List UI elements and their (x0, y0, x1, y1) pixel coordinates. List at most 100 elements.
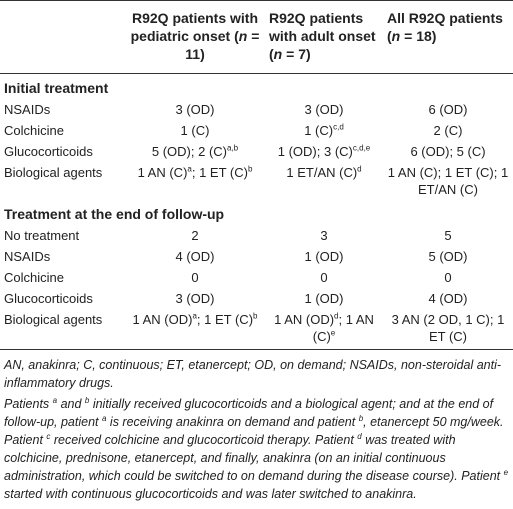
text-run: and (57, 397, 85, 411)
cell: 5 (OD); 2 (C)a,b (125, 141, 265, 162)
section-row: Initial treatment (0, 74, 513, 100)
text-run: ; 1 ET (C) (191, 165, 248, 180)
cell: 2 (C) (433, 123, 463, 138)
cell: 1 (OD) (304, 249, 344, 264)
data-row: Biological agents 1 AN (C)a; 1 ET (C)b 1 E… (0, 162, 513, 200)
section-title: Initial treatment (4, 80, 109, 96)
cell: 3 (OD) (175, 291, 215, 306)
superscript: d (334, 311, 339, 321)
header-row: R92Q patients with pediatric onset (n = … (0, 0, 513, 74)
text-run: , etanercept 50 mg/week. Patient (4, 415, 504, 447)
column-header (0, 0, 125, 74)
cell: 1 (C)c,d (265, 120, 383, 141)
text-run: 1 ET/AN (C) (286, 165, 358, 180)
cell: 2 (191, 228, 199, 243)
text-run: started with continuous glucocorticoids … (4, 487, 417, 501)
footnote: AN, anakinra; C, continuous; ET, etanerc… (4, 358, 502, 390)
superscript: c,d,e (352, 143, 371, 153)
text-run: 1 AN (OD) (274, 312, 335, 327)
row-label: Glucocorticoids (4, 291, 93, 306)
cell: 0 (191, 270, 199, 285)
text-run: 1 (OD); 3 (C) (277, 144, 353, 159)
data-row: Glucocorticoids 3 (OD) 1 (OD) 4 (OD) (0, 288, 513, 309)
superscript: a (52, 395, 58, 405)
text-run: Patients (4, 397, 53, 411)
row-label: NSAIDs (4, 102, 51, 117)
text-run: 5 (OD); 2 (C) (151, 144, 227, 159)
cell: 4 (OD) (175, 249, 215, 264)
italic-run: n (391, 28, 401, 44)
cell: 1 AN (C)a; 1 ET (C)b (125, 162, 265, 200)
cell: 4 (OD) (428, 291, 468, 306)
cell: 3 (OD) (175, 102, 215, 117)
cell: 3 (320, 228, 328, 243)
text-run: = 7) (282, 46, 311, 62)
row-label: No treatment (4, 228, 80, 243)
row-label: Colchicine (4, 270, 64, 285)
data-row: Glucocorticoids 5 (OD); 2 (C)a,b 1 (OD); 3… (0, 141, 513, 162)
superscript: b (84, 395, 90, 405)
cell: 1 AN (OD)d; 1 AN (C)e (265, 309, 383, 350)
cell: 5 (OD) (428, 249, 468, 264)
superscript: d (357, 431, 362, 441)
superscript: b (247, 164, 253, 174)
data-row: NSAIDs 3 (OD) 3 (OD) 6 (OD) (0, 99, 513, 120)
cell: 5 (444, 228, 452, 243)
superscript: a (187, 164, 192, 174)
superscript: c (46, 431, 51, 441)
superscript: c,d (333, 122, 344, 132)
cell: 3 (OD) (304, 102, 344, 117)
row-label: Glucocorticoids (4, 144, 93, 159)
footnotes: AN, anakinra; C, continuous; ET, etanerc… (0, 350, 513, 503)
cell: 0 (320, 270, 328, 285)
row-label: Biological agents (4, 165, 103, 180)
text-run: is receiving anakinra on demand and pati… (106, 415, 359, 429)
superscript: a (101, 413, 107, 423)
table-body: Initial treatment NSAIDs 3 (OD) 3 (OD) 6 (OD… (0, 74, 513, 350)
text-run: 1 AN (C) (137, 165, 188, 180)
superscript: d (357, 164, 362, 174)
column-header: R92Q patients with adult onset (n = 7) (265, 0, 383, 74)
cell: 1 AN (C); 1 ET (C); 1 ET/AN (C) (387, 165, 509, 197)
superscript: b (358, 413, 364, 423)
superscript: a (192, 311, 197, 321)
text-run: was treated with colchicine, prednisone,… (4, 433, 504, 483)
section-title: Treatment at the end of follow-up (4, 206, 225, 222)
text-run: ; 1 AN (C) (312, 312, 374, 344)
cell: 1 (OD) (304, 291, 344, 306)
row-label: Colchicine (4, 123, 64, 138)
text-run: 1 (C) (304, 123, 334, 138)
cell: 1 ET/AN (C)d (265, 162, 383, 200)
row-label: Biological agents (0, 309, 125, 350)
superscript: a,b (227, 143, 239, 153)
text-run: initially received glucocorticoids and a… (4, 397, 494, 429)
cell: 3 AN (2 OD, 1 C); 1 ET (C) (383, 309, 513, 350)
data-row: Biological agents 1 AN (OD)a; 1 ET (C)b 1 … (0, 309, 513, 350)
text-run: received colchicine and glucocorticoid t… (50, 433, 358, 447)
data-row: Colchicine 0 0 0 (0, 267, 513, 288)
table: R92Q patients with pediatric onset (n = … (0, 0, 513, 350)
data-row: Colchicine 1 (C) 1 (C)c,d 2 (C) (0, 120, 513, 141)
superscript: e (503, 467, 509, 477)
text-run: = 11) (185, 28, 260, 62)
cell: 1 (OD); 3 (C)c,d,e (265, 141, 383, 162)
cell: 1 AN (OD)a; 1 ET (C)b (125, 309, 265, 350)
cell: 1 (C) (180, 123, 210, 138)
italic-run: n (238, 28, 248, 44)
column-header: R92Q patients with pediatric onset (n = … (125, 0, 265, 74)
text-run: 1 AN (OD) (132, 312, 193, 327)
section-row: Treatment at the end of follow-up (0, 200, 513, 225)
text-run: R92Q patients with pediatric onset ( (130, 10, 259, 44)
data-row: NSAIDs 4 (OD) 1 (OD) 5 (OD) (0, 246, 513, 267)
text-run: All R92Q patients ( (387, 10, 503, 44)
text-run: ; 1 ET (C) (196, 312, 254, 327)
cell: 6 (OD); 5 (C) (410, 144, 486, 159)
superscript: e (330, 328, 336, 338)
column-header: All R92Q patients (n = 18) (383, 0, 513, 74)
text-run: = 18) (400, 28, 437, 44)
footnote: Patients a and b initially received gluc… (4, 395, 509, 503)
row-label: NSAIDs (4, 249, 51, 264)
cell: 0 (444, 270, 452, 285)
superscript: b (253, 311, 258, 321)
